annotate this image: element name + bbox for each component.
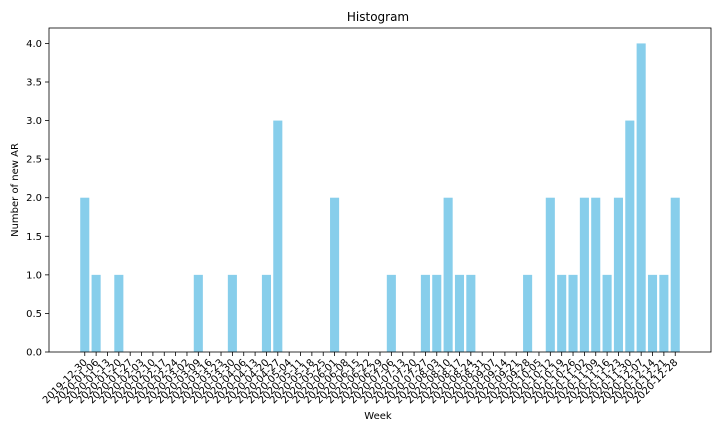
bar-2019-12-30 [80, 197, 90, 352]
y-tick-label: 0.5 [26, 309, 42, 320]
x-axis: 2019-12-302020-01-062020-01-132020-01-20… [41, 352, 680, 406]
bars-layer [80, 43, 680, 353]
bar-2020-04-20 [261, 274, 271, 352]
bar-2020-08-17 [454, 274, 465, 352]
bar-2020-10-12 [545, 197, 555, 352]
bar-2020-09-28 [523, 274, 533, 352]
bar-2020-12-21 [659, 274, 669, 352]
plot-frame [48, 27, 712, 353]
bar-2020-03-09 [193, 274, 203, 352]
bar-2020-11-02 [579, 197, 589, 352]
bar-2020-08-10 [443, 197, 453, 352]
bar-2020-11-09 [591, 197, 601, 352]
bar-2020-12-28 [670, 197, 680, 352]
bar-2020-10-26 [568, 274, 578, 352]
y-axis: 0.0 0.5 1.0 1.5 2.0 2.5 3.0 3.5 4.0 [26, 39, 49, 359]
bar-2020-06-01 [330, 197, 340, 352]
bar-2020-01-20 [114, 274, 124, 352]
bar-2020-08-24 [466, 274, 476, 352]
bar-2020-11-16 [602, 274, 612, 352]
y-tick-label: 3.0 [26, 116, 42, 127]
y-tick-label: 3.5 [26, 78, 42, 89]
x-axis-title: Week [364, 411, 392, 422]
y-tick-label: 1.5 [26, 232, 42, 243]
bar-2020-10-19 [557, 274, 567, 352]
y-axis-title: Number of new AR [10, 143, 21, 237]
y-tick-label: 2.5 [26, 155, 42, 166]
bar-2020-08-03 [432, 274, 442, 352]
bar-2020-03-30 [227, 274, 237, 352]
bar-2020-07-27 [420, 274, 430, 352]
y-tick-label: 0.0 [26, 348, 42, 359]
bar-2020-01-06 [91, 274, 101, 352]
y-tick-label: 1.0 [26, 270, 42, 281]
bar-2020-12-14 [647, 274, 658, 352]
chart-title: Histogram [347, 10, 409, 24]
bar-2020-12-07 [636, 43, 646, 353]
bar-2020-11-30 [625, 120, 635, 352]
bar-2020-04-27 [273, 120, 283, 352]
y-tick-label: 4.0 [26, 39, 42, 50]
bar-2020-11-23 [613, 197, 623, 352]
y-tick-label: 2.0 [26, 193, 42, 204]
bar-2020-07-06 [386, 274, 396, 352]
